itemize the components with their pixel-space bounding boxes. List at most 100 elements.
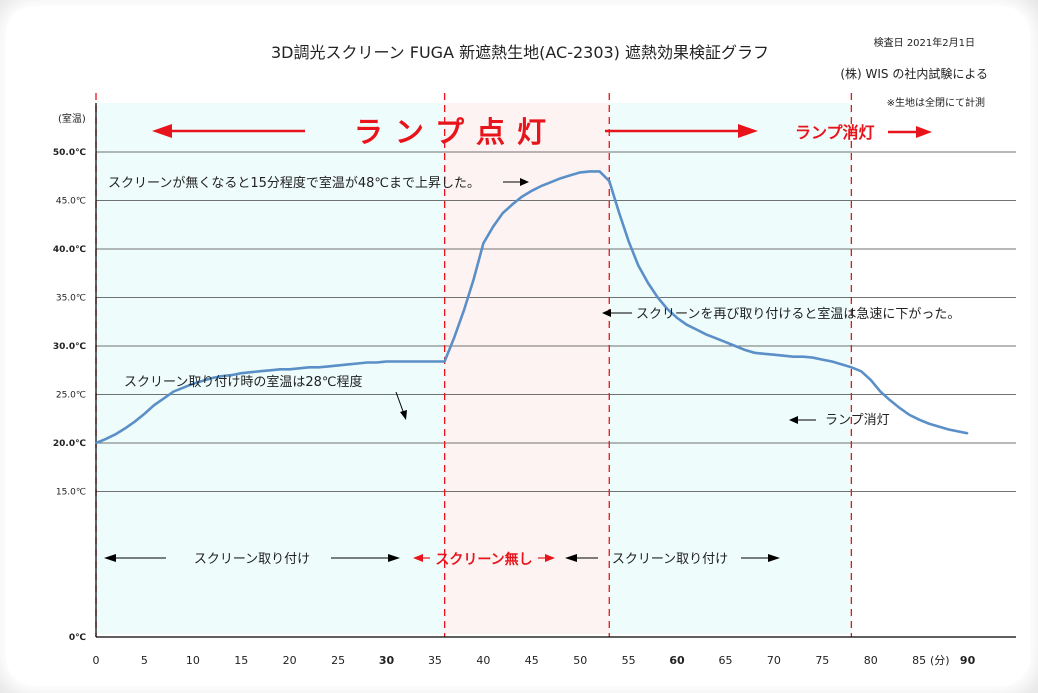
data-point bbox=[463, 309, 465, 312]
y-tick-label: 50.0℃ bbox=[53, 148, 86, 158]
lamp-on-banner: ランプ点灯 bbox=[152, 115, 758, 149]
gridlines bbox=[96, 151, 1016, 492]
y-axis-unit-label: (室温) bbox=[58, 112, 86, 125]
no-screen-region bbox=[444, 103, 610, 634]
data-point bbox=[414, 360, 417, 363]
data-point bbox=[831, 360, 833, 363]
phase-label-none: スクリーン無し bbox=[413, 551, 555, 568]
x-tick-label: 65 bbox=[718, 654, 732, 667]
data-point bbox=[182, 386, 185, 389]
data-point bbox=[850, 366, 853, 369]
data-point bbox=[346, 363, 349, 366]
data-point bbox=[763, 352, 766, 355]
data-point bbox=[656, 296, 659, 299]
data-point bbox=[220, 375, 223, 377]
data-point bbox=[472, 278, 475, 280]
phase-attached-1-label: スクリーン取り付け bbox=[194, 552, 310, 567]
data-point bbox=[424, 360, 427, 363]
data-point bbox=[327, 365, 330, 368]
y-tick-label: 20.0℃ bbox=[53, 439, 86, 449]
y-tick-label: 30.0℃ bbox=[53, 342, 86, 352]
y-tick-label: 0℃ bbox=[69, 633, 86, 643]
annotation-start: スクリーン取り付け時の室温は28℃程度 bbox=[124, 374, 407, 420]
screen-attached-region bbox=[96, 103, 445, 634]
data-point bbox=[559, 177, 562, 180]
data-point bbox=[395, 360, 398, 363]
annotation-peak-text: スクリーンが無くなると15分程度で室温が48℃まで上昇した。 bbox=[108, 175, 480, 191]
x-tick-label: 60 bbox=[669, 654, 685, 667]
data-point bbox=[908, 413, 911, 416]
data-point bbox=[676, 316, 678, 319]
data-point bbox=[250, 371, 252, 374]
x-tick-label: 5 bbox=[141, 654, 148, 667]
x-tick-label: 40 bbox=[476, 654, 490, 667]
data-point bbox=[666, 308, 669, 311]
data-point bbox=[782, 354, 785, 357]
annotation-peak: スクリーンが無くなると15分程度で室温が48℃まで上昇した。 bbox=[108, 175, 529, 191]
data-point bbox=[792, 355, 795, 358]
data-point bbox=[734, 345, 737, 347]
data-point bbox=[172, 390, 175, 393]
x-tick-label: 10 bbox=[186, 654, 200, 667]
data-point bbox=[191, 382, 194, 385]
data-point bbox=[821, 358, 824, 361]
data-point bbox=[898, 407, 901, 409]
y-tick-labels: 0℃ 15.0℃ 20.0℃ 25.0℃ 30.0℃ 35.0℃ 40.0℃ 45.0℃ 50.… bbox=[53, 148, 86, 643]
data-point bbox=[753, 351, 756, 354]
screen-reattached-region bbox=[609, 103, 852, 634]
data-point bbox=[811, 356, 814, 359]
data-point bbox=[724, 341, 727, 344]
data-point bbox=[637, 264, 640, 267]
data-point bbox=[598, 170, 601, 173]
data-point bbox=[201, 380, 204, 382]
data-point bbox=[443, 360, 446, 363]
data-point bbox=[240, 372, 243, 375]
data-point bbox=[211, 377, 214, 379]
data-point bbox=[385, 360, 388, 363]
x-tick-labels: 0 5 10 15 20 25 30 35 40 45 50 55 60 65 70 75 80 85 90 bbox=[93, 654, 976, 667]
data-point bbox=[937, 425, 940, 428]
phase-label-attached-2: スクリーン取り付け bbox=[565, 552, 780, 567]
x-tick-label: 85 bbox=[912, 654, 926, 667]
data-point bbox=[375, 361, 378, 364]
data-point bbox=[114, 433, 117, 436]
phase-none-label: スクリーン無し bbox=[435, 551, 532, 568]
x-tick-label: 90 bbox=[960, 654, 976, 667]
y-tick-label: 15.0℃ bbox=[56, 488, 86, 498]
data-point bbox=[279, 368, 281, 371]
annotation-lamp-off: ランプ消灯 bbox=[789, 413, 890, 428]
data-point bbox=[743, 348, 746, 351]
x-tick-label: 55 bbox=[622, 654, 636, 667]
data-point bbox=[434, 360, 436, 363]
data-point bbox=[366, 361, 369, 364]
data-point bbox=[695, 328, 698, 331]
data-point bbox=[869, 379, 872, 381]
data-point bbox=[927, 422, 930, 425]
lamp-off-label: ランプ消灯 bbox=[795, 123, 875, 142]
data-point bbox=[230, 374, 233, 376]
test-condition-note: ※生地は全閉にて計測 bbox=[887, 96, 985, 109]
data-point bbox=[608, 180, 611, 183]
data-point bbox=[956, 430, 959, 433]
data-point bbox=[530, 189, 533, 192]
data-point bbox=[298, 367, 301, 370]
lamp-on-label: ランプ点灯 bbox=[354, 115, 558, 149]
data-point bbox=[889, 399, 892, 402]
y-tick-label: 35.0℃ bbox=[56, 294, 86, 304]
data-point bbox=[162, 397, 165, 400]
data-point bbox=[95, 442, 97, 444]
phase-label-attached-1: スクリーン取り付け bbox=[104, 552, 400, 567]
annotation-reattach-text: スクリーンを再び取り付けると室温は急速に下がった。 bbox=[636, 306, 960, 322]
x-tick-label: 35 bbox=[428, 654, 442, 667]
data-point bbox=[269, 369, 272, 372]
data-point bbox=[143, 413, 146, 415]
data-point bbox=[259, 370, 262, 373]
phase-attached-2-label: スクリーン取り付け bbox=[612, 552, 728, 567]
data-point bbox=[627, 240, 630, 243]
data-point bbox=[918, 418, 921, 421]
data-point bbox=[356, 362, 359, 365]
data-point bbox=[511, 203, 514, 206]
y-tick-label: 45.0℃ bbox=[56, 197, 86, 207]
x-tick-label: 75 bbox=[815, 654, 829, 667]
